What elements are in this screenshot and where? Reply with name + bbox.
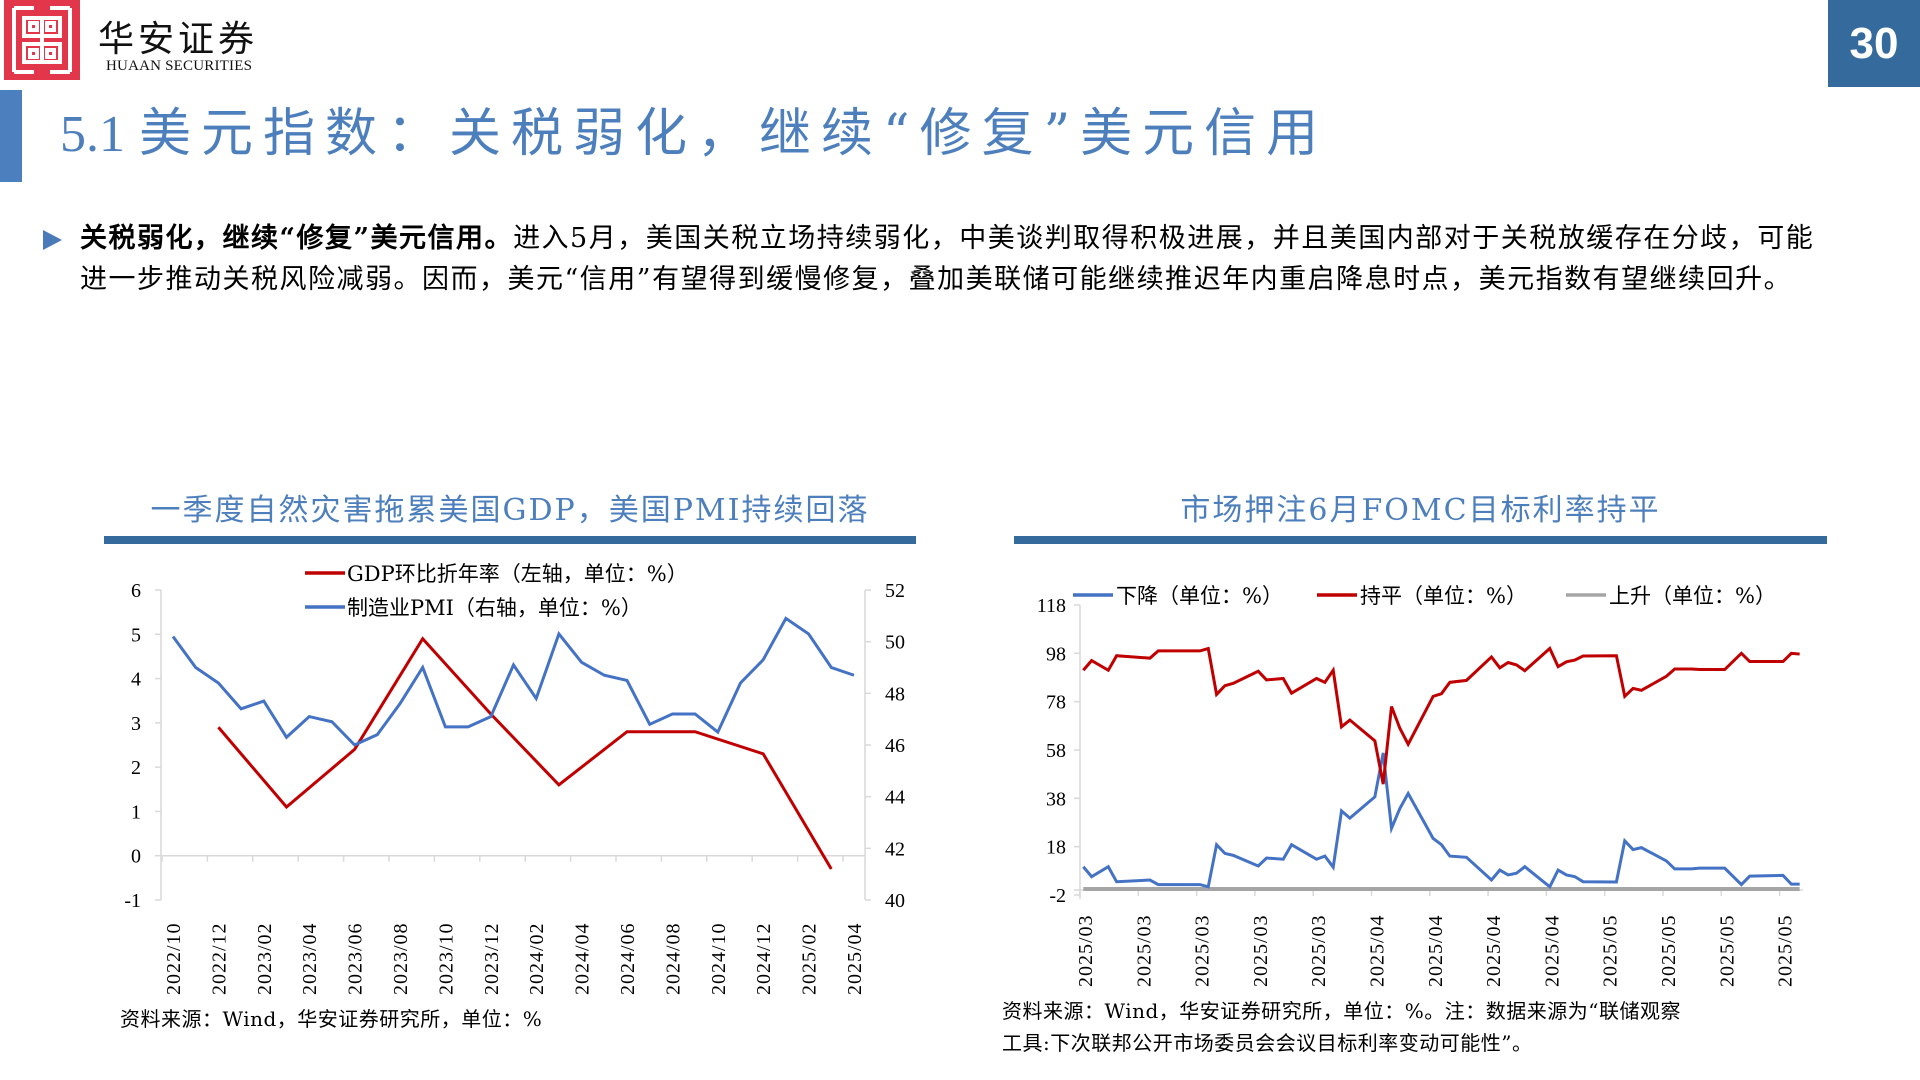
x-tick-label: 2023/08 (390, 922, 412, 995)
x-tick-label: 2025/04 (1425, 914, 1447, 987)
x-tick-label: 2025/04 (1483, 914, 1505, 987)
brand-name-cn: 华安证券 (98, 19, 259, 60)
x-tick-label: 2023/06 (345, 922, 367, 995)
page-number: 30 (1828, 0, 1920, 87)
left-chart-divider (104, 536, 916, 544)
left-axis-tick-label: -1 (124, 890, 141, 912)
brand-name-en: HUAAN SECURITIES (106, 58, 253, 74)
x-tick-label: 2025/04 (844, 922, 866, 995)
x-tick-label: 2025/03 (1075, 914, 1097, 987)
title-text: 美元指数：关税弱化，继续“修复”美元信用 (139, 104, 1329, 164)
x-tick-label: 2023/02 (254, 922, 276, 995)
x-tick-label: 2022/12 (208, 922, 230, 995)
left-axis-tick-label: 0 (131, 846, 141, 868)
right-axis-tick-label: 48 (885, 683, 905, 705)
gdp-series-line (217, 636, 833, 870)
y-tick-label: 78 (1046, 692, 1066, 714)
x-tick-label: 2025/05 (1600, 914, 1622, 987)
pmi-series-line (171, 616, 855, 747)
right-axis-tick-label: 46 (885, 735, 905, 757)
right-chart-source-line1: 资料来源：Wind，华安证券研究所，单位：%。注：数据来源为“联储观察 (1002, 999, 1682, 1023)
right-chart-divider (1014, 536, 1827, 544)
left-axis-tick-label: 1 (131, 801, 141, 823)
legend-hold-label: 持平（单位：%） (1360, 584, 1527, 608)
x-tick-label: 2024/02 (526, 922, 548, 995)
x-tick-label: 2025/03 (1133, 914, 1155, 987)
page-title: 5.1 美元指数：关税弱化，继续“修复”美元信用 (60, 104, 1328, 165)
x-tick-label: 2024/10 (708, 922, 730, 995)
section-number: 5.1 (60, 106, 125, 163)
y-tick-label: -2 (1049, 885, 1066, 907)
left-chart-title: 一季度自然灾害拖累美国GDP，美国PMI持续回落 (150, 493, 870, 528)
x-tick-label: 2025/05 (1775, 914, 1797, 987)
x-tick-label: 2025/03 (1250, 914, 1272, 987)
x-tick-label: 2024/08 (662, 922, 684, 995)
right-axis-tick-label: 40 (885, 890, 905, 912)
legend-hike-label: 上升（单位：%） (1609, 584, 1776, 608)
x-tick-label: 2024/04 (572, 922, 594, 995)
fomc-probability-chart: -2 18 38 58 78 98 118 2025/03 2025/03 2025/03 2025… (960, 0, 1920, 1080)
legend-pmi-label: 制造业PMI（右轴，单位：%） (347, 596, 642, 620)
left-axis-tick-label: 4 (131, 669, 141, 691)
hold-series-line (1082, 646, 1800, 785)
x-tick-label: 2023/12 (481, 922, 503, 995)
left-axis-tick-label: 3 (131, 713, 141, 735)
legend-cut-label: 下降（单位：%） (1116, 584, 1283, 608)
rate-cut-series-line (1082, 752, 1800, 890)
y-tick-label: 118 (1037, 595, 1066, 617)
x-tick-label: 2023/04 (299, 922, 321, 995)
fomc-probability-chart-svg: -2 18 38 58 78 98 118 2025/03 2025/03 2025/03 2025… (1037, 584, 1803, 987)
right-axis-tick-label: 50 (885, 632, 905, 654)
body-paragraph: 关税弱化，继续“修复”美元信用。进入5月，美国关税立场持续弱化，中美谈判取得积极… (80, 218, 1820, 300)
legend-gdp-label: GDP环比折年率（左轴，单位：%） (347, 562, 688, 586)
title-accent-bar (0, 90, 22, 182)
x-tick-label: 2025/04 (1541, 914, 1563, 987)
right-chart-source-line2: 工具:下次联邦公开市场委员会会议目标利率变动可能性”。 (1002, 1031, 1533, 1055)
y-tick-label: 38 (1046, 788, 1066, 810)
right-axis-tick-label: 44 (885, 787, 905, 809)
left-chart-source: 资料来源：Wind，华安证券研究所，单位：% (120, 1007, 543, 1031)
x-tick-label: 2025/03 (1308, 914, 1330, 987)
huaan-logo-icon (4, 0, 80, 80)
x-tick-label: 2025/05 (1658, 914, 1680, 987)
left-axis-tick-label: 2 (131, 757, 141, 779)
x-tick-label: 2023/10 (435, 922, 457, 995)
body-lead: 关税弱化，继续“修复”美元信用。 (80, 223, 514, 254)
left-axis-tick-label: 5 (131, 624, 141, 646)
x-tick-label: 2022/10 (163, 922, 185, 995)
bullet-arrow-icon (43, 230, 62, 250)
y-tick-label: 18 (1046, 837, 1066, 859)
body-text: 进入5月，美国关税立场持续弱化，中美谈判取得积极进展，并且美国内部对于关税放缓存… (80, 223, 1815, 295)
right-chart-title: 市场押注6月FOMC目标利率持平 (1180, 493, 1661, 528)
right-axis-tick-label: 42 (885, 838, 905, 860)
x-tick-label: 2024/12 (753, 922, 775, 995)
y-tick-label: 58 (1046, 740, 1066, 762)
x-tick-label: 2025/03 (1192, 914, 1214, 987)
x-tick-label: 2025/02 (799, 922, 821, 995)
right-axis-tick-label: 52 (885, 580, 905, 602)
gdp-pmi-chart: -1 0 1 2 3 4 5 6 40 42 44 46 48 50 52 2022/10 2022/12 202… (124, 562, 905, 995)
x-tick-label: 2024/06 (617, 922, 639, 995)
y-tick-label: 98 (1046, 643, 1066, 665)
left-axis-tick-label: 6 (131, 580, 141, 602)
gdp-pmi-chart-svg: -1 0 1 2 3 4 5 6 40 42 44 46 48 50 52 2022/10 2022/12 202… (124, 562, 905, 995)
x-tick-label: 2025/04 (1367, 914, 1389, 987)
x-tick-label: 2025/05 (1716, 914, 1738, 987)
